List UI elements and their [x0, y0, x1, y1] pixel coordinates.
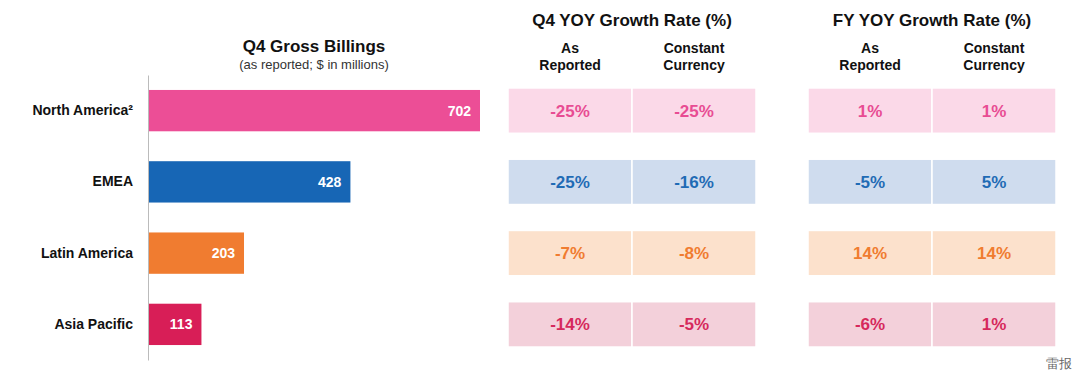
tick: North America² — [32, 102, 133, 118]
table-cell — [632, 302, 756, 347]
table-value: -25% — [550, 102, 590, 121]
column-header: Reported — [839, 57, 900, 73]
chart-title: Q4 Gross Billings — [243, 37, 386, 56]
chart: Q4 Gross Billings(as reported; $ in mill… — [0, 0, 1080, 376]
chart-subtitle: (as reported; $ in millions) — [239, 57, 389, 72]
table-value: -14% — [550, 315, 590, 334]
data-labels: 702 428 203 113 — [170, 103, 471, 333]
y-axis: North America² EMEA Latin America Asia Paci… — [32, 76, 148, 361]
table-cell — [508, 159, 632, 204]
data-label: 203 — [212, 245, 236, 261]
table-cell — [932, 302, 1056, 347]
column-header: Currency — [963, 57, 1025, 73]
tick: Latin America — [41, 245, 133, 261]
table-value: -7% — [555, 244, 585, 263]
table-value: 14% — [853, 244, 887, 263]
table-title: Q4 YOY Growth Rate (%) — [532, 11, 732, 30]
column-header: As — [561, 40, 579, 56]
bar — [148, 90, 480, 131]
data-label: 428 — [318, 174, 342, 190]
table-value: 1% — [982, 102, 1007, 121]
table-cell — [808, 302, 932, 347]
table-cell — [932, 88, 1056, 133]
watermark: 雷报 — [1046, 356, 1072, 371]
bars — [148, 90, 480, 345]
table-cell — [808, 88, 932, 133]
tick: Asia Pacific — [54, 316, 133, 332]
table-value: -25% — [674, 102, 714, 121]
table-cell — [632, 230, 756, 275]
column-header: As — [861, 40, 879, 56]
tick-label: EMEA — [93, 173, 133, 189]
table-value: 1% — [858, 102, 883, 121]
table-cell — [632, 88, 756, 133]
table-title: FY YOY Growth Rate (%) — [833, 11, 1031, 30]
table-cell — [632, 159, 756, 204]
tick: EMEA — [93, 173, 133, 189]
data-label: 113 — [170, 316, 193, 332]
table-value: -25% — [550, 173, 590, 192]
table-cell — [808, 159, 932, 204]
table-value: -5% — [855, 173, 885, 192]
table-cell — [508, 230, 632, 275]
table-value: -5% — [679, 315, 709, 334]
bar — [148, 304, 201, 345]
table-cell — [932, 230, 1056, 275]
data-label: 702 — [448, 103, 472, 119]
table-value: 1% — [982, 315, 1007, 334]
growth-table: FY YOY Growth Rate (%) AsReported Constant… — [808, 11, 1056, 347]
table-value: -6% — [855, 315, 885, 334]
tick-label: Latin America — [41, 245, 133, 261]
column-header: Reported — [539, 57, 600, 73]
table-value: 14% — [977, 244, 1011, 263]
tick-label: Asia Pacific — [54, 316, 133, 332]
bar — [148, 161, 350, 202]
table-value: -16% — [674, 173, 714, 192]
table-cell — [508, 88, 632, 133]
tick-label: North America² — [32, 102, 133, 118]
table-value: 5% — [982, 173, 1007, 192]
growth-table: Q4 YOY Growth Rate (%) AsReported Constant… — [508, 11, 756, 347]
axis-line — [148, 76, 149, 361]
table-cell — [808, 230, 932, 275]
column-header: Constant — [664, 40, 725, 56]
table-value: -8% — [679, 244, 709, 263]
table-cell — [932, 159, 1056, 204]
bar — [148, 232, 244, 273]
column-header: Constant — [964, 40, 1025, 56]
column-header: Currency — [663, 57, 725, 73]
table-cell — [508, 302, 632, 347]
